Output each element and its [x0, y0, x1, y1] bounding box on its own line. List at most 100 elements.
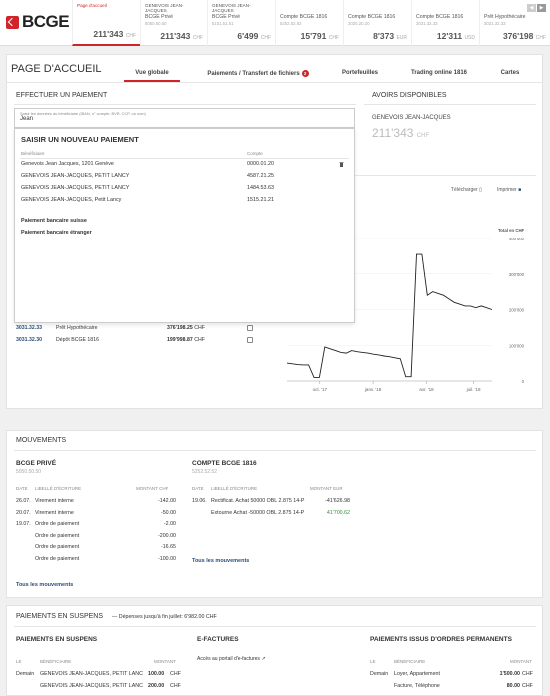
column-header: LIBELLÉ D'ÉCRITURE: [35, 486, 82, 491]
account-product: Compte BCGE 1816: [280, 14, 328, 20]
divider: [14, 104, 356, 105]
payment-amount: 100.00: [148, 671, 165, 677]
column-title: E-FACTURES: [197, 636, 239, 643]
account-balance: 211'343 CHF: [160, 31, 203, 41]
search-input[interactable]: Saisir les données du bénéficiaire (IBAN…: [14, 108, 355, 128]
account-card[interactable]: Compte BCGE 1816 5252.52.52 15'791 CHF: [275, 0, 343, 46]
tab-paiements[interactable]: Paiements / Transfert de fichiers 2: [200, 70, 316, 77]
strip-arrows: ◀ ▶: [526, 4, 546, 12]
search-value: Jean: [20, 116, 34, 122]
x-tick-label: janv. '18: [364, 387, 382, 392]
currency: CHF: [194, 325, 205, 331]
tab-portefeuilles[interactable]: Portefeuilles: [341, 70, 378, 76]
account-amount: 376'198.25: [167, 325, 193, 331]
account-card[interactable]: GENEVOIS JEAN-JACQUES BCGE Privé 5151.51…: [207, 0, 275, 46]
account-balance: 6'499 CHF: [237, 31, 271, 41]
y-tick-label: 100'000: [509, 343, 525, 348]
payment-amount: 200.00: [148, 683, 165, 689]
account-card-home[interactable]: Page d'accueil 211'343 CHF: [72, 0, 140, 46]
dropdown-title: SAISIR UN NOUVEAU PAIEMENT: [21, 135, 139, 144]
account-card[interactable]: Compte BCGE 1816 3031.32.33 12'311 USD: [411, 0, 479, 46]
accounts-strip: Page d'accueil 211'343 CHF GENEVOIS JEAN…: [72, 0, 550, 46]
account-card[interactable]: GENEVOIS JEAN-JACQUES BCGE Privé 5050.50…: [140, 0, 207, 46]
account-balance: 12'311 USD: [436, 31, 475, 41]
payment-currency: CHF: [522, 683, 533, 689]
tab-vue-globale[interactable]: Vue globale: [124, 70, 180, 82]
y-tick-label: 200'000: [509, 308, 525, 313]
column-header: DATE: [192, 486, 204, 491]
divider: [20, 158, 349, 159]
column-header: BÉNÉFICIAIRE: [394, 659, 426, 664]
movement-label: Ordre de paiement: [35, 521, 80, 527]
account-balance: 8'373 EUR: [373, 31, 407, 41]
trash-icon[interactable]: [339, 161, 344, 167]
print-link[interactable]: Imprimer ■: [497, 187, 522, 193]
payee-dropdown: SAISIR UN NOUVEAU PAIEMENT Bénéficiaire …: [14, 128, 355, 323]
movement-amount: -200.00: [158, 532, 176, 539]
column-header: MONTANT EUR: [310, 486, 343, 491]
account-number: 5252.52.52: [192, 469, 218, 475]
y-tick-label: 0: [522, 379, 525, 384]
movement-date: 20.07.: [16, 509, 31, 516]
account-number: 3031.32.33: [16, 325, 42, 331]
account-number: 5050.50.50: [145, 21, 167, 26]
chevron-right-icon[interactable]: ▶: [537, 4, 546, 12]
movement-amount: -41'626.98: [325, 498, 350, 504]
column-header: LE: [16, 659, 22, 664]
payment-beneficiary: Facture, Téléphone: [394, 683, 440, 689]
column-header: MONTANT: [510, 659, 532, 664]
brand-name: BCGE: [22, 12, 70, 31]
account-holder: Page d'accueil: [77, 3, 107, 8]
account-number: 2020.20.20: [348, 21, 370, 26]
account-card[interactable]: Prêt Hypothécaire 3031.32.33 376'198 CHF: [479, 0, 550, 46]
tabs: Vue globale Paiements / Transfert de fic…: [118, 64, 544, 82]
payee-account: 0000.01.20: [247, 161, 274, 167]
tab-cartes[interactable]: Cartes: [500, 70, 520, 76]
y-tick-label: 300'000: [509, 272, 525, 277]
checkbox[interactable]: [247, 325, 253, 331]
download-link[interactable]: Télécharger ▯: [451, 187, 482, 193]
search-placeholder: Saisir les données du bénéficiaire (IBAN…: [20, 111, 146, 116]
payment-beneficiary: GENEVOIS JEAN-JACQUES, PETIT LANC: [40, 683, 143, 689]
payment-date: Demain: [16, 671, 35, 677]
movement-amount: -16.65: [160, 544, 176, 550]
movement-amount: 41'700.62: [326, 510, 350, 516]
column-header: Bénéficiaire: [21, 151, 45, 156]
foreign-payment-link[interactable]: Paiement bancaire étranger: [21, 230, 92, 236]
notification-badge: 2: [301, 70, 309, 77]
account-balance: 211'343 CHF: [93, 29, 136, 39]
account-card[interactable]: Compte BCGE 1816 2020.20.20 8'373 EUR: [343, 0, 411, 46]
chevron-left-icon[interactable]: ◀: [527, 4, 536, 12]
divider: [6, 82, 543, 83]
swiss-payment-link[interactable]: Paiement bancaire suisse: [21, 218, 87, 224]
payment-currency: CHF: [170, 683, 181, 689]
movement-label: Virement interne: [35, 498, 74, 504]
all-movements-link[interactable]: Tous les mouvements: [192, 558, 250, 564]
logo[interactable]: BCGE: [6, 10, 70, 34]
e-factures-link[interactable]: Accès au portail d'e-factures ↗: [197, 656, 266, 662]
payee-row[interactable]: Genevois Jean Jacques, 1201 Genève 0000.0…: [21, 161, 349, 167]
account-title: COMPTE BCGE 1816: [192, 460, 257, 467]
account-product: Compte BCGE 1816: [348, 14, 396, 20]
tab-trading[interactable]: Trading online 1816: [410, 70, 467, 76]
payee-row[interactable]: GENEVOIS JEAN-JACQUES, PETIT LANCY 1484.5…: [21, 185, 349, 191]
payment-amount: 1'500.00: [499, 671, 520, 677]
pdf-icon: ▯: [479, 187, 482, 193]
payee-row[interactable]: GENEVOIS JEAN-JACQUES, Petit Lancy 1515.2…: [21, 197, 349, 203]
checkbox[interactable]: [247, 337, 253, 343]
mouvements-title: MOUVEMENTS: [16, 437, 67, 444]
column-title: PAIEMENTS ISSUS D'ORDRES PERMANENTS: [370, 636, 512, 643]
movement-label: Extourne Achat -50000 OBL 2.875 14-P: [211, 510, 305, 516]
movement-amount: -50.00: [160, 509, 176, 516]
x-tick-label: oct. '17: [313, 387, 328, 392]
account-holder: GENEVOIS JEAN-JACQUES: [145, 3, 184, 13]
avoirs-amount: 211'343 CHF: [372, 126, 430, 140]
currency: CHF: [194, 337, 205, 343]
payee-name: Genevois Jean Jacques, 1201 Genève: [21, 161, 114, 167]
page-title: PAGE D'ACCUEIL: [11, 63, 102, 75]
payee-row[interactable]: GENEVOIS JEAN-JACQUES, PETIT LANCY 4587.2…: [21, 173, 349, 179]
x-tick-label: juil. '18: [466, 387, 481, 392]
all-movements-link[interactable]: Tous les mouvements: [16, 582, 74, 588]
account-number: 5050.50.50: [16, 469, 42, 475]
account-product: BCGE Privé: [145, 14, 173, 20]
